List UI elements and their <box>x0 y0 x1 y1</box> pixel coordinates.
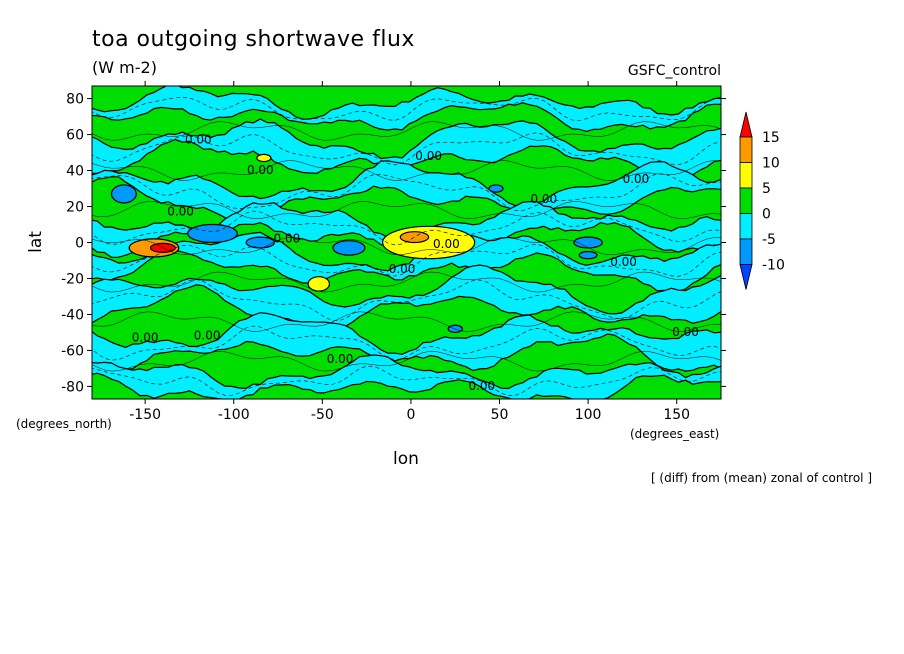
y-tick-label-3: 20 <box>66 200 84 216</box>
contour-label-9: 0.00 <box>389 262 416 276</box>
y-tick-label-7: -60 <box>61 343 84 359</box>
colorbar-segment-4 <box>739 213 753 240</box>
contour-label-8: 0.00 <box>610 255 637 269</box>
model-label: GSFC_control <box>628 63 721 79</box>
y-tick-label-0: 80 <box>66 92 84 108</box>
solid-contour-6 <box>92 351 721 372</box>
y-axis: 80 60 40 20 0 -20 -40 -60 -80 <box>61 92 726 395</box>
colorbar: 15 10 5 0 -5 -10 <box>739 111 785 290</box>
colorbar-top-arrow <box>739 111 753 138</box>
y-axis-label: lat <box>26 231 46 253</box>
x-tick-label-3: 0 <box>406 407 415 423</box>
x-axis: -150 -100 -50 0 50 100 150 <box>129 81 690 423</box>
colorbar-label-2: 5 <box>762 181 771 197</box>
contour-label-12: 0.00 <box>194 329 221 343</box>
anomaly-region-1 <box>149 242 176 253</box>
colorbar-segment-2 <box>739 162 753 189</box>
colorbar-segment-1 <box>739 136 753 163</box>
plot-area: 0.00 0.00 0.00 0.00 0.00 0.00 0.00 0.00 0.00 0.00… <box>92 86 721 399</box>
contour-label-13: 0.00 <box>327 352 354 366</box>
anomaly-region-6 <box>187 223 238 244</box>
x-tick-label-6: 150 <box>663 407 690 423</box>
colorbar-label-3: 0 <box>762 207 771 223</box>
y-tick-label-6: -40 <box>61 307 84 323</box>
colorbar-label-1: 10 <box>762 156 780 172</box>
x-tick-label-1: -100 <box>218 407 250 423</box>
colorbar-bottom-arrow <box>739 264 753 290</box>
y-unit-label: (degrees_north) <box>16 417 112 431</box>
dashed-contour-3 <box>92 210 721 246</box>
anomaly-region-3 <box>399 231 430 244</box>
anomaly-region-8 <box>332 240 366 256</box>
colorbar-label-4: -5 <box>762 232 776 248</box>
x-tick-label-5: 100 <box>575 407 602 423</box>
contour-labels: 0.00 0.00 0.00 0.00 0.00 0.00 0.00 0.00 0.00 0.00… <box>132 133 699 393</box>
solid-contour-4 <box>92 271 721 293</box>
chart-title: toa outgoing shortwave flux <box>92 27 415 52</box>
contour-label-3: 0.00 <box>623 172 650 186</box>
anomaly-region-10 <box>573 236 603 249</box>
contour-label-10: 0.00 <box>672 325 699 339</box>
negative-band-6 <box>92 312 721 375</box>
y-tick-label-8: -80 <box>61 379 84 395</box>
y-tick-label-4: 0 <box>75 236 84 252</box>
negative-band-0 <box>92 86 721 133</box>
contour-label-0: 0.00 <box>185 133 212 147</box>
negative-band-4 <box>92 231 721 294</box>
anomaly-region-12 <box>488 184 504 193</box>
contour-label-1: 0.00 <box>247 163 274 177</box>
chart-units: (W m-2) <box>92 58 157 77</box>
anomaly-region-11 <box>578 250 598 260</box>
x-unit-label: (degrees_east) <box>630 427 719 441</box>
contour-label-5: 0.00 <box>167 205 194 219</box>
x-axis-label: lon <box>393 449 419 469</box>
colorbar-segment-5 <box>739 238 753 265</box>
anomaly-region-5 <box>256 153 272 163</box>
dashed-contour-1 <box>92 132 721 166</box>
contour-label-14: 0.00 <box>468 379 495 393</box>
anomaly-region-9 <box>110 184 137 204</box>
x-tick-label-4: 50 <box>491 407 509 423</box>
anomaly-region-7 <box>245 236 276 249</box>
colorbar-label-5: -10 <box>762 258 785 274</box>
dashed-contour-2 <box>92 173 721 211</box>
anomaly-region-2 <box>381 225 476 260</box>
contour-label-2: 0.00 <box>415 149 442 163</box>
dashed-contour-4 <box>92 243 721 277</box>
solid-contour-1 <box>92 160 721 181</box>
negative-band-1 <box>92 118 721 182</box>
solid-contour-0 <box>92 121 721 141</box>
colorbar-label-0: 15 <box>762 130 780 146</box>
dashed-contour-0 <box>92 96 721 121</box>
contour-lines <box>92 96 721 397</box>
contour-label-6: 0.00 <box>274 232 301 246</box>
y-tick-label-2: 40 <box>66 164 84 180</box>
negative-band-7 <box>92 354 721 399</box>
colorbar-segment-3 <box>739 187 753 214</box>
solid-contour-5 <box>92 311 721 332</box>
dashed-contour-6 <box>92 325 721 361</box>
contour-label-7: 0.00 <box>433 237 460 251</box>
negative-anomaly-bands <box>92 86 721 399</box>
contour-label-11: 0.00 <box>132 330 159 344</box>
note-text: [ (diff) from (mean) zonal of control ] <box>651 471 872 485</box>
contour-label-4: 0.00 <box>530 192 557 206</box>
solid-contour-3 <box>92 237 721 255</box>
y-tick-label-1: 60 <box>66 128 84 144</box>
x-tick-label-0: -150 <box>129 407 161 423</box>
y-tick-label-5: -20 <box>61 271 84 287</box>
solid-contour-2 <box>92 201 721 219</box>
x-tick-label-2: -50 <box>311 407 334 423</box>
dashed-contour-5 <box>92 279 721 322</box>
